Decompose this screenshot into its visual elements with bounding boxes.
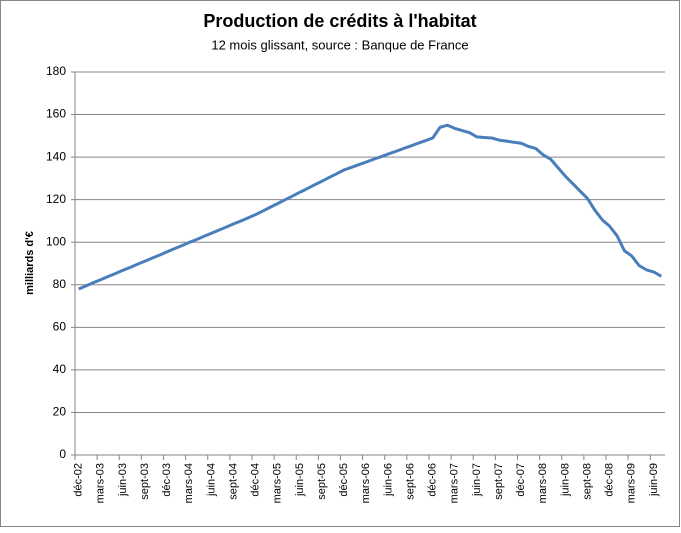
y-tick-label: 120 bbox=[46, 192, 66, 206]
x-tick-label: mars-07 bbox=[449, 463, 461, 503]
x-tick-label: mars-08 bbox=[537, 463, 549, 503]
chart-title: Production de crédits à l'habitat bbox=[203, 11, 476, 31]
y-axis-label: milliards d'€ bbox=[24, 231, 36, 295]
x-tick-label: déc-05 bbox=[338, 463, 350, 497]
x-tick-label: sept-07 bbox=[493, 463, 505, 500]
x-tick-label: déc-04 bbox=[250, 463, 262, 497]
chart-subtitle: 12 mois glissant, source : Banque de Fra… bbox=[211, 37, 468, 52]
x-tick-label: sept-05 bbox=[316, 463, 328, 500]
x-tick-label: juin-05 bbox=[294, 463, 306, 497]
x-tick-label: sept-06 bbox=[404, 463, 416, 500]
x-tick-label: juin-03 bbox=[117, 463, 129, 497]
x-tick-label: déc-07 bbox=[515, 463, 527, 497]
x-tick-label: déc-02 bbox=[73, 463, 85, 497]
x-tick-label: sept-04 bbox=[227, 463, 239, 500]
y-tick-label: 180 bbox=[46, 64, 66, 78]
x-tick-label: mars-06 bbox=[360, 463, 372, 503]
x-tick-label: juin-08 bbox=[559, 463, 571, 497]
data-line bbox=[78, 123, 663, 291]
y-tick-label: 20 bbox=[53, 405, 67, 419]
y-tick-label: 60 bbox=[53, 320, 67, 334]
x-tick-label: mars-05 bbox=[272, 463, 284, 503]
x-tick-label: juin-04 bbox=[205, 463, 217, 497]
x-tick-label: sept-03 bbox=[139, 463, 151, 500]
x-tick-label: déc-08 bbox=[604, 463, 616, 497]
x-tick-label: sept-08 bbox=[581, 463, 593, 500]
x-tick-label: juin-07 bbox=[471, 463, 483, 497]
y-tick-label: 80 bbox=[53, 277, 67, 291]
y-tick-label: 140 bbox=[46, 149, 66, 163]
y-tick-label: 0 bbox=[59, 447, 66, 461]
y-tick-label: 160 bbox=[46, 107, 66, 121]
x-tick-label: déc-06 bbox=[427, 463, 439, 497]
y-tick-label: 40 bbox=[53, 362, 67, 376]
x-tick-label: mars-04 bbox=[183, 463, 195, 503]
x-tick-label: juin-09 bbox=[648, 463, 660, 497]
x-tick-label: déc-03 bbox=[161, 463, 173, 497]
x-tick-label: mars-09 bbox=[626, 463, 638, 503]
x-tick-label: juin-06 bbox=[382, 463, 394, 497]
y-tick-label: 100 bbox=[46, 234, 66, 248]
x-tick-label: mars-03 bbox=[95, 463, 107, 503]
